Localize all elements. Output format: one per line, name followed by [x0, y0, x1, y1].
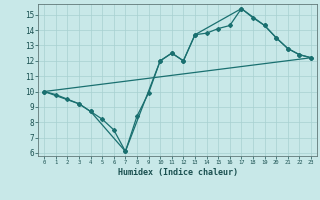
X-axis label: Humidex (Indice chaleur): Humidex (Indice chaleur): [118, 168, 238, 177]
